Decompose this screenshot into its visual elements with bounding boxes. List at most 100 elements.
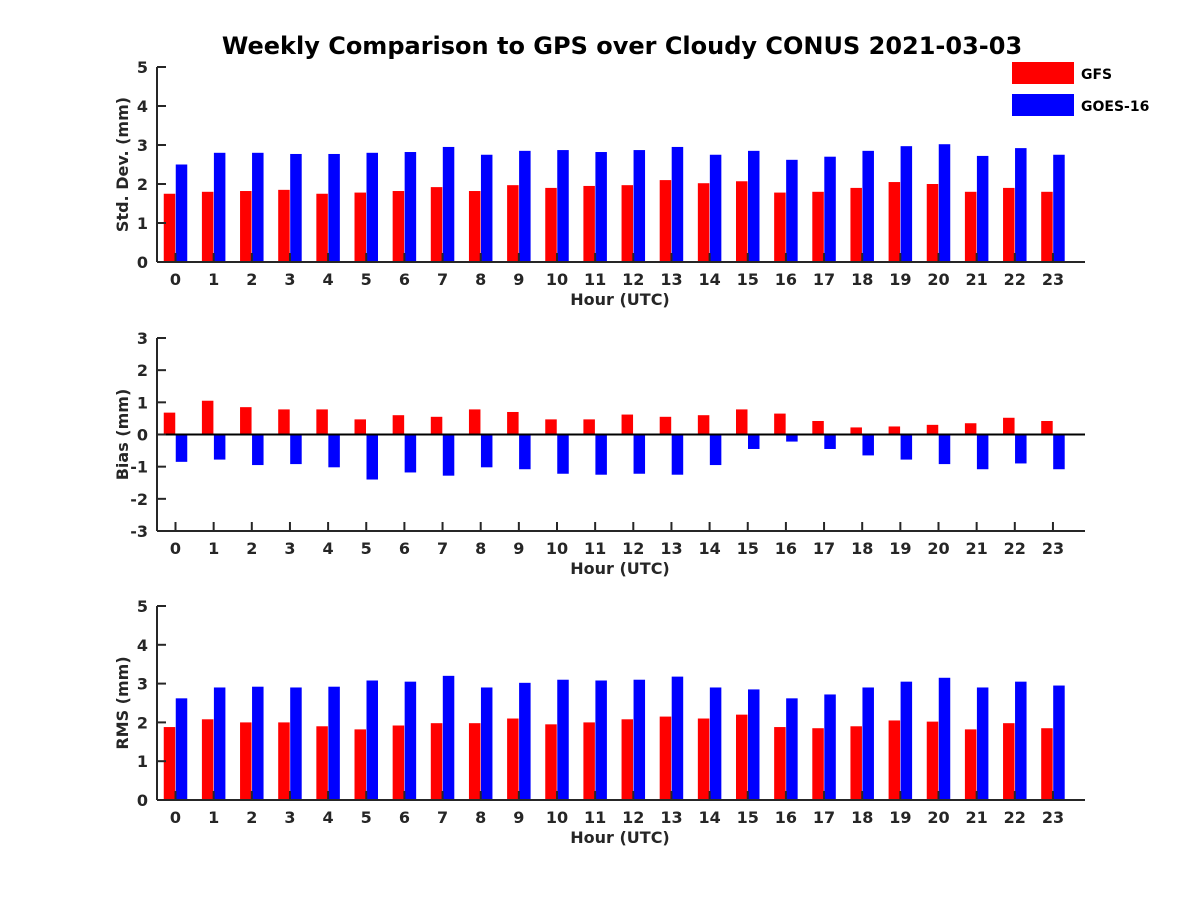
x-tick-label: 12 xyxy=(622,270,644,289)
bar-goes16-hour-18 xyxy=(862,687,874,800)
bar-goes16-hour-0 xyxy=(175,698,188,800)
bar-goes16-hour-14 xyxy=(709,687,722,800)
x-tick-label: 13 xyxy=(660,539,682,558)
x-axis-label: Hour (UTC) xyxy=(570,290,670,309)
x-tick-label: 9 xyxy=(513,270,524,289)
x-tick-label: 21 xyxy=(966,539,988,558)
x-tick-label: 8 xyxy=(475,539,486,558)
bar-gfs-hour-15 xyxy=(736,409,748,435)
bar-gfs-hour-12 xyxy=(621,414,634,435)
legend-label-gfs: GFS xyxy=(1081,67,1112,83)
bar-gfs-hour-5 xyxy=(354,192,366,262)
legend: GFS GOES-16 xyxy=(1012,62,1149,116)
x-tick-label: 4 xyxy=(323,808,334,827)
y-axis-label: RMS (mm) xyxy=(113,656,132,749)
bar-goes16-hour-2 xyxy=(252,686,264,800)
bar-gfs-hour-8 xyxy=(468,723,481,800)
bar-goes16-hour-10 xyxy=(557,434,569,474)
bar-gfs-hour-1 xyxy=(201,719,214,800)
bar-goes16-hour-1 xyxy=(213,152,226,262)
bar-gfs-hour-0 xyxy=(163,727,176,800)
bar-gfs-hour-5 xyxy=(354,729,366,800)
bar-goes16-hour-7 xyxy=(442,675,455,800)
bar-goes16-hour-3 xyxy=(290,153,302,262)
y-axis-label: Bias (mm) xyxy=(113,389,132,481)
bar-goes16-hour-18 xyxy=(862,434,874,456)
bar-goes16-hour-16 xyxy=(786,698,798,800)
x-tick-label: 13 xyxy=(660,270,682,289)
bar-goes16-hour-6 xyxy=(404,681,417,800)
y-tick-label: 0 xyxy=(137,253,148,272)
bar-goes16-hour-9 xyxy=(519,150,531,262)
x-tick-label: 6 xyxy=(399,539,410,558)
x-axis-label: Hour (UTC) xyxy=(570,559,670,578)
bar-goes16-hour-22 xyxy=(1015,148,1027,262)
y-tick-label: 2 xyxy=(137,361,148,380)
bar-goes16-hour-21 xyxy=(976,434,989,470)
bar-goes16-hour-6 xyxy=(404,434,417,473)
x-tick-label: 9 xyxy=(513,808,524,827)
x-tick-label: 19 xyxy=(889,270,911,289)
bar-gfs-hour-2 xyxy=(240,191,252,262)
x-tick-label: 6 xyxy=(399,270,410,289)
bar-goes16-hour-1 xyxy=(213,687,226,800)
x-tick-label: 20 xyxy=(927,808,949,827)
x-tick-label: 23 xyxy=(1042,808,1064,827)
bar-gfs-hour-21 xyxy=(964,729,977,800)
x-tick-label: 14 xyxy=(698,808,720,827)
bar-gfs-hour-13 xyxy=(659,416,672,435)
x-tick-label: 12 xyxy=(622,539,644,558)
x-tick-label: 3 xyxy=(284,808,295,827)
x-tick-label: 10 xyxy=(546,808,568,827)
x-tick-label: 18 xyxy=(851,270,873,289)
bar-gfs-hour-4 xyxy=(316,726,328,800)
bar-gfs-hour-12 xyxy=(621,719,634,800)
bar-goes16-hour-16 xyxy=(786,434,798,442)
bar-gfs-hour-22 xyxy=(1003,417,1015,435)
bar-gfs-hour-11 xyxy=(583,722,595,800)
x-tick-label: 3 xyxy=(284,270,295,289)
bar-gfs-hour-11 xyxy=(583,185,595,262)
bar-gfs-hour-18 xyxy=(850,427,862,435)
bar-goes16-hour-13 xyxy=(671,434,684,475)
figure-title: Weekly Comparison to GPS over Cloudy CON… xyxy=(222,32,1022,60)
x-tick-label: 15 xyxy=(737,270,759,289)
bar-gfs-hour-7 xyxy=(430,416,443,435)
bar-goes16-hour-22 xyxy=(1015,434,1027,464)
bar-gfs-hour-12 xyxy=(621,185,634,262)
bar-goes16-hour-20 xyxy=(938,434,951,465)
x-tick-label: 5 xyxy=(361,539,372,558)
bar-goes16-hour-18 xyxy=(862,150,874,262)
x-tick-label: 14 xyxy=(698,270,720,289)
bar-goes16-hour-21 xyxy=(976,155,989,262)
bar-gfs-hour-21 xyxy=(964,191,977,262)
x-tick-label: 9 xyxy=(513,539,524,558)
bar-goes16-hour-4 xyxy=(328,153,340,262)
x-tick-label: 0 xyxy=(170,270,181,289)
bar-gfs-hour-14 xyxy=(697,183,710,262)
x-tick-label: 15 xyxy=(737,808,759,827)
x-tick-label: 12 xyxy=(622,808,644,827)
bar-gfs-hour-1 xyxy=(201,191,214,262)
bar-gfs-hour-20 xyxy=(926,721,939,800)
bar-gfs-hour-7 xyxy=(430,187,443,262)
y-tick-label: 4 xyxy=(137,636,148,655)
bar-goes16-hour-19 xyxy=(900,146,913,262)
x-tick-label: 23 xyxy=(1042,539,1064,558)
x-tick-label: 5 xyxy=(361,270,372,289)
bar-gfs-hour-13 xyxy=(659,716,672,800)
bar-goes16-hour-2 xyxy=(252,152,264,262)
bar-gfs-hour-16 xyxy=(774,192,786,262)
y-tick-label: -3 xyxy=(130,522,148,541)
x-tick-label: 1 xyxy=(208,270,219,289)
x-tick-label: 22 xyxy=(1004,270,1026,289)
bar-gfs-hour-17 xyxy=(812,191,824,262)
bar-goes16-hour-6 xyxy=(404,152,417,262)
bar-gfs-hour-18 xyxy=(850,726,862,800)
x-tick-label: 4 xyxy=(323,539,334,558)
bar-gfs-hour-10 xyxy=(545,419,557,435)
x-tick-label: 16 xyxy=(775,808,797,827)
bar-goes16-hour-17 xyxy=(824,694,836,800)
